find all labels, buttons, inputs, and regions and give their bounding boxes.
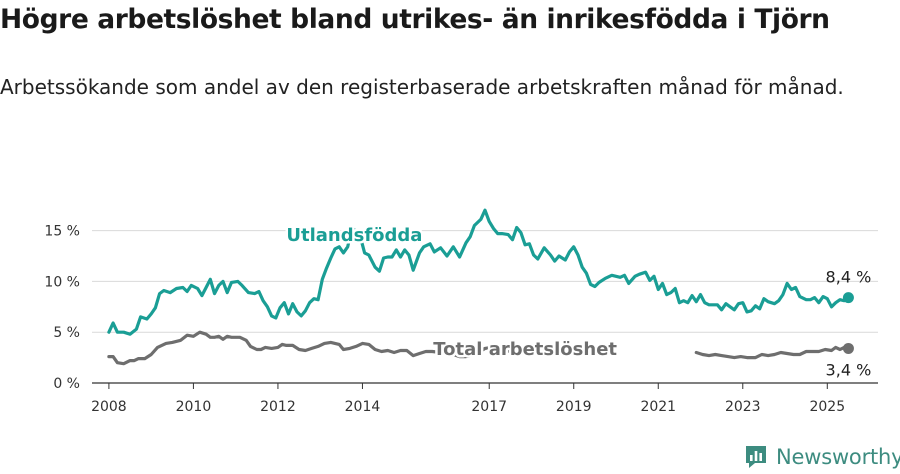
x-tick-label: 2014 — [345, 399, 381, 415]
page-title: Högre arbetslöshet bland utrikes- än inr… — [0, 4, 830, 35]
series-line-utlandsfodda — [107, 208, 850, 336]
x-tick-label: 2021 — [640, 399, 676, 415]
page-subtitle: Arbetssökande som andel av den registerb… — [0, 75, 844, 99]
end-point-total-arbetsloshet — [842, 342, 854, 354]
brand-name: Newsworthy — [776, 445, 900, 469]
end-point-utlandsfodda — [842, 292, 854, 304]
newsworthy-logo-icon — [746, 446, 766, 468]
x-tick-label: 2023 — [725, 399, 761, 415]
x-tick-label: 2010 — [176, 399, 212, 415]
brand-logo: Newsworthy — [744, 442, 900, 472]
y-tick-label: 10 % — [44, 274, 80, 290]
series-label-total-arbetsloshet-halo: Total arbetslöshet — [433, 339, 617, 360]
series-label-utlandsfodda-halo: Utlandsfödda — [286, 225, 422, 246]
x-tick-label: 2012 — [260, 399, 296, 415]
x-tick-label: 2017 — [471, 399, 507, 415]
y-tick-label: 5 % — [53, 325, 80, 341]
end-value-label-total-arbetsloshet: 3,4 % — [826, 360, 872, 379]
series-label-total-arbetsloshet: Total arbetslöshet — [433, 339, 617, 360]
series-label-utlandsfodda: Utlandsfödda — [286, 225, 422, 246]
end-value-label-utlandsfodda: 8,4 % — [826, 268, 872, 287]
y-tick-label: 15 % — [44, 224, 80, 240]
series-line-total-arbetsloshet — [694, 345, 850, 360]
x-tick-label: 2019 — [556, 399, 592, 415]
series-line-total-arbetsloshet — [107, 330, 512, 366]
x-tick-label: 2008 — [91, 399, 127, 415]
y-tick-label: 0 % — [53, 376, 80, 392]
x-tick-label: 2025 — [809, 399, 845, 415]
